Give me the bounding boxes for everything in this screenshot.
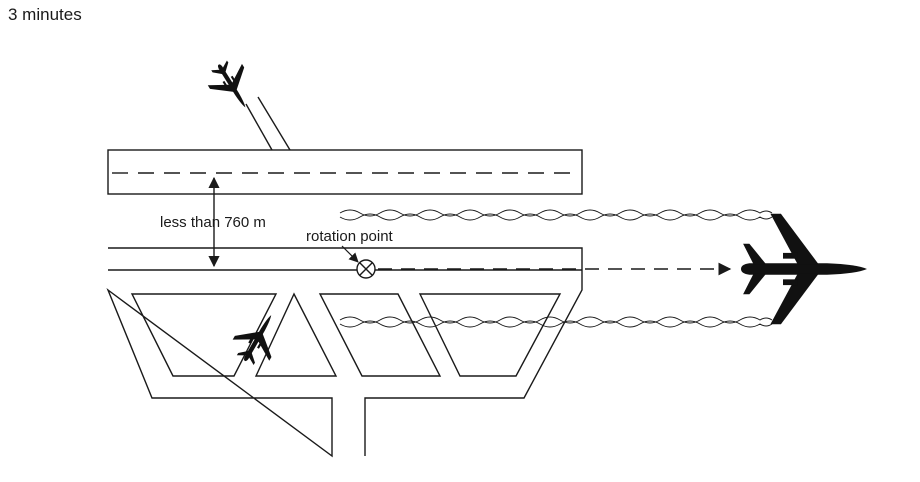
airplane-icon	[741, 213, 867, 325]
apron-2	[254, 292, 338, 377]
airplane-icon	[201, 53, 263, 119]
page-title: 3 minutes	[8, 5, 82, 24]
upper-taxiway	[245, 96, 291, 151]
separation-label: less than 760 m	[160, 214, 266, 231]
apron-4	[418, 293, 562, 377]
rotation-point-pointer	[341, 245, 359, 263]
airplane-icon	[226, 304, 290, 372]
upper-runway	[107, 149, 583, 195]
apron-3	[318, 293, 442, 377]
wake-vortex-lower	[339, 316, 773, 328]
rotation-point-label: rotation point	[306, 228, 394, 245]
lower-runway-complex	[106, 247, 583, 458]
wake-vortex-upper	[339, 209, 773, 221]
apron-1	[130, 293, 278, 377]
rotation-point-marker-icon	[356, 259, 376, 279]
